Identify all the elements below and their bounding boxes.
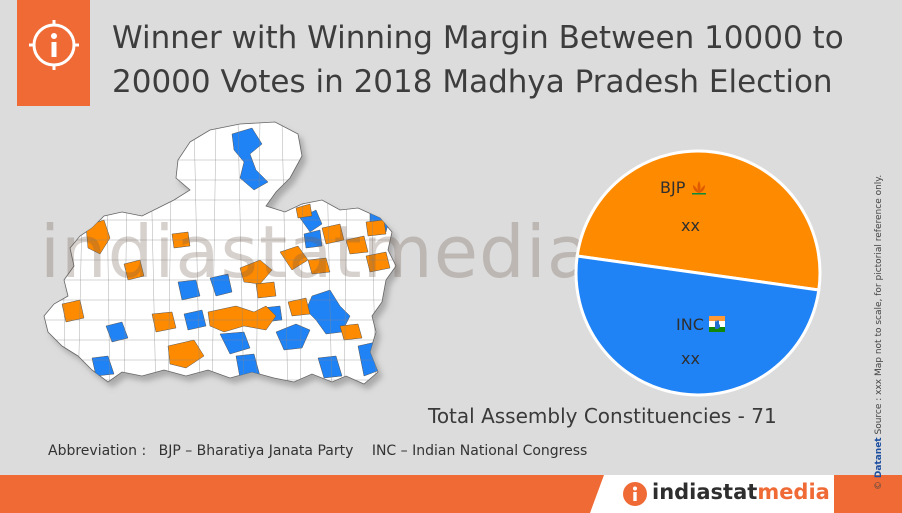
brand-part-1: indiastat [652, 480, 758, 504]
copyright-mark: © [874, 481, 884, 490]
bjp-slice-value: xx [681, 216, 700, 235]
title-line-2: 20000 Votes in 2018 Madhya Pradesh Elect… [112, 64, 833, 100]
abbreviation-line: Abbreviation : BJP – Bharatiya Janata Pa… [48, 443, 587, 459]
abbreviation-bjp: BJP – Bharatiya Janata Party [158, 443, 354, 459]
brand-part-2: media [757, 480, 830, 504]
title-line-1: Winner with Winning Margin Between 10000… [112, 20, 844, 56]
inc-hand-icon [708, 316, 725, 332]
source-note: © Datanet Source : xxx Map not to scale,… [874, 175, 884, 490]
abbreviation-colon: : [141, 443, 147, 459]
brand-info-icon [623, 482, 647, 506]
page-title: Winner with Winning Margin Between 10000… [112, 16, 882, 104]
abbreviation-inc: INC – Indian National Congress [371, 443, 588, 459]
constituency-boundaries [44, 122, 396, 384]
bjp-constituencies [61, 203, 396, 369]
info-tab [17, 0, 90, 106]
brand-box [590, 475, 834, 513]
bjp-lotus-icon [692, 181, 707, 195]
inc-slice-name: INC [676, 315, 704, 334]
bjp-slice-name: BJP [660, 178, 686, 197]
brand-logo[interactable]: indiastatmedia [652, 480, 830, 504]
datanet-label: Datanet [874, 437, 884, 479]
total-constituencies: Total Assembly Constituencies - 71 [428, 404, 777, 428]
party-share-pie-chart [574, 149, 822, 397]
abbreviation-heading: Abbreviation [48, 443, 137, 459]
info-icon [29, 20, 79, 70]
bjp-slice-label: BJP [660, 178, 708, 197]
source-note-text: Source : xxx Map not to scale, for picto… [874, 174, 884, 435]
pie-slice-inc [574, 254, 821, 397]
inc-slice-value: xx [681, 349, 700, 368]
mp-constituency-map [43, 121, 397, 385]
inc-slice-label: INC [676, 315, 725, 334]
pie-slice-bjp [575, 149, 822, 292]
